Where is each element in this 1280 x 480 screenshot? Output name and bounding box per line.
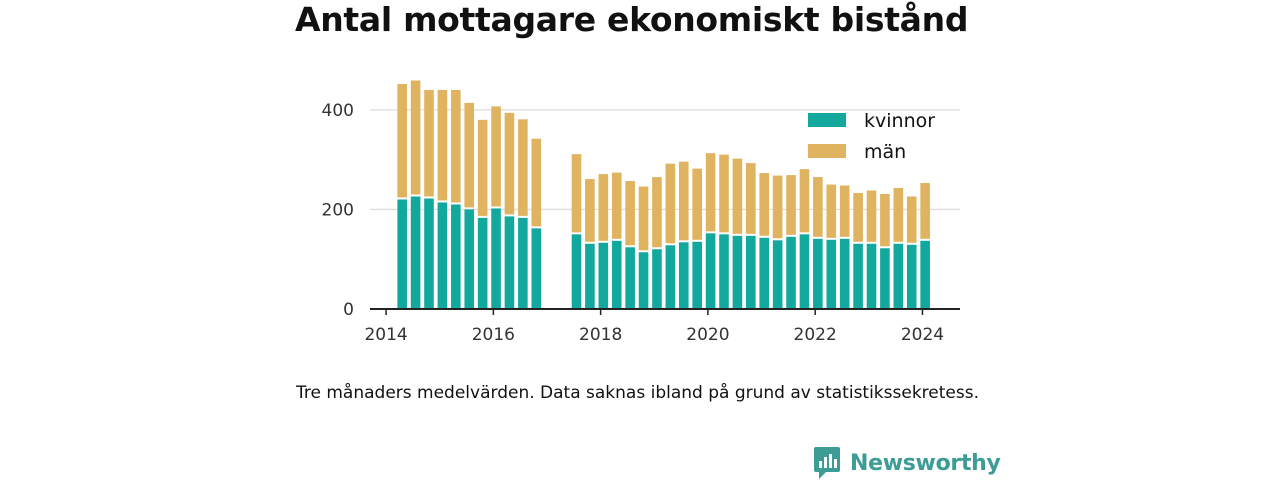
bar-kvinnor: [437, 202, 448, 309]
bar-man: [772, 175, 783, 239]
bar-man: [866, 190, 877, 242]
chart-footnote: Tre månaders medelvärden. Data saknas ib…: [296, 383, 979, 403]
bar-man: [410, 80, 421, 195]
bar-kvinnor: [853, 243, 863, 309]
bar-kvinnor: [571, 234, 582, 309]
bar-kvinnor: [732, 235, 743, 309]
bar-kvinnor: [906, 244, 917, 309]
legend-label: män: [864, 141, 906, 163]
bar-man: [799, 169, 810, 233]
bar-man: [451, 89, 461, 203]
bar-man: [906, 196, 917, 243]
bar-kvinnor: [504, 216, 515, 309]
bar-kvinnor: [397, 199, 407, 309]
bar-man: [611, 172, 622, 239]
x-tick-label: 2020: [686, 325, 729, 345]
bar-kvinnor: [598, 242, 609, 309]
bar-man: [652, 177, 662, 248]
bar-man: [571, 154, 582, 233]
x-tick-label: 2016: [472, 325, 515, 345]
x-tick-label: 2024: [901, 325, 944, 345]
brand-name: Newsworthy: [850, 450, 1001, 476]
bar-man: [464, 102, 475, 208]
bar-kvinnor: [625, 247, 635, 309]
bar-man: [759, 173, 770, 236]
bar-kvinnor: [772, 240, 783, 309]
bar-kvinnor: [799, 234, 810, 309]
bar-man: [920, 183, 930, 239]
bar-kvinnor: [531, 228, 542, 309]
bar-kvinnor: [759, 237, 770, 309]
bar-kvinnor: [477, 217, 488, 309]
bar-kvinnor: [719, 234, 729, 309]
newsworthy-chart-bubble-icon: [814, 447, 840, 479]
bar-kvinnor: [880, 248, 890, 309]
bar-man: [813, 177, 823, 237]
bar-man: [598, 174, 609, 241]
bar-kvinnor: [464, 209, 475, 309]
bar-man: [638, 186, 649, 251]
y-tick-label: 400: [322, 101, 354, 121]
bar-kvinnor: [813, 238, 823, 309]
bar-kvinnor: [518, 217, 528, 309]
bar-man: [531, 138, 542, 227]
bar-man: [585, 179, 595, 242]
bar-kvinnor: [424, 198, 434, 309]
bar-kvinnor: [839, 238, 850, 309]
legend: kvinnor män: [808, 110, 935, 163]
bar-kvinnor: [585, 243, 595, 309]
brand-logo: Newsworthy: [813, 446, 1001, 480]
bar-kvinnor: [692, 241, 702, 309]
bar-kvinnor: [491, 208, 501, 309]
x-tick-label: 2018: [579, 325, 622, 345]
legend-label: kvinnor: [864, 110, 935, 132]
bar-kvinnor: [611, 240, 622, 309]
bar-man: [719, 154, 729, 233]
bar-kvinnor: [786, 236, 796, 309]
x-tick-label: 2014: [364, 325, 407, 345]
bar-man: [853, 193, 863, 242]
x-tick-label: 2022: [794, 325, 837, 345]
bar-kvinnor: [893, 243, 904, 309]
bar-kvinnor: [638, 252, 649, 309]
bar-kvinnor: [652, 249, 662, 309]
bar-man: [504, 112, 515, 215]
y-tick-label: 0: [343, 300, 354, 320]
bar-man: [491, 106, 501, 207]
bar-man: [665, 163, 676, 244]
bar-man: [839, 185, 850, 237]
bar-kvinnor: [826, 239, 837, 309]
bar-man: [678, 161, 689, 241]
bar-man: [880, 194, 890, 247]
x-axis-ticks: 2014 2016 2018 2020 2022 2024: [364, 309, 944, 345]
bar-kvinnor: [451, 204, 461, 309]
bar-man: [518, 119, 528, 216]
legend-swatch: [808, 144, 846, 158]
bar-man: [826, 184, 837, 238]
bar-man: [397, 83, 407, 198]
bar-kvinnor: [920, 240, 930, 309]
bar-man: [625, 181, 635, 246]
bar-man: [424, 89, 434, 197]
bar-man: [893, 188, 904, 242]
bar-man: [692, 168, 702, 240]
bars: [397, 80, 930, 309]
bar-kvinnor: [866, 243, 877, 309]
bar-kvinnor: [678, 242, 689, 309]
bar-man: [732, 158, 743, 234]
bar-man: [437, 89, 448, 201]
bar-man: [786, 175, 796, 235]
chart-title: Antal mottagare ekonomiskt bistånd: [295, 0, 969, 39]
y-axis-ticks: 0 200 400: [322, 101, 354, 320]
bar-kvinnor: [746, 235, 756, 309]
legend-swatch: [808, 113, 846, 127]
bar-man: [477, 119, 488, 216]
bar-kvinnor: [410, 196, 421, 309]
bar-kvinnor: [705, 233, 716, 309]
y-tick-label: 200: [322, 200, 354, 220]
bar-man: [746, 163, 756, 234]
bar-kvinnor: [665, 245, 676, 309]
bar-man: [705, 153, 716, 232]
